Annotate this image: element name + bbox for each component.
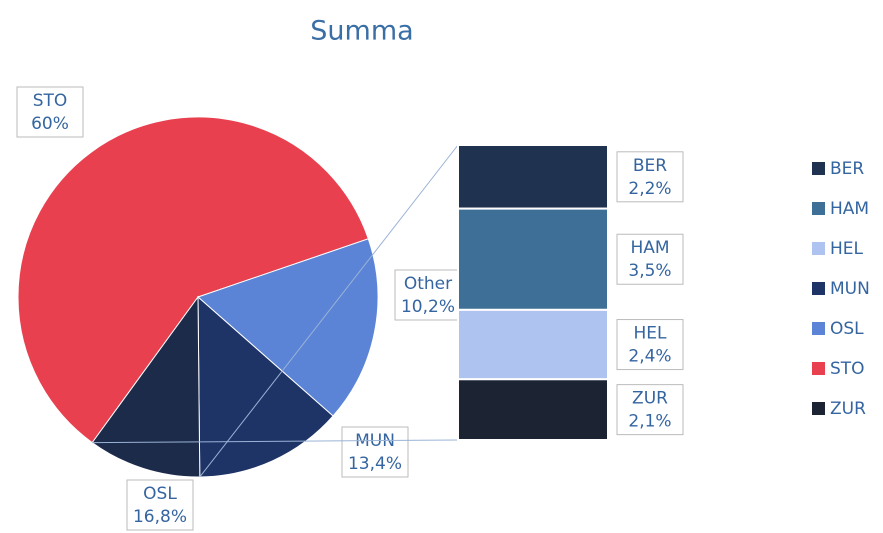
bar-label-value: 2,2% xyxy=(628,179,671,199)
slice-label: STO xyxy=(33,91,68,111)
slice-label-value: 10,2% xyxy=(401,297,455,317)
legend-marker xyxy=(812,242,825,255)
pie-slice xyxy=(91,295,201,478)
slice-label: Other xyxy=(404,274,452,294)
slice-label-value: 60% xyxy=(31,114,69,134)
slice-label-box xyxy=(126,479,194,531)
bar-label-value: 3,5% xyxy=(628,261,671,281)
bar-label: ZUR xyxy=(632,389,668,409)
legend-label: OSL xyxy=(830,319,864,339)
bar-segment xyxy=(457,144,609,210)
bar-label-box xyxy=(616,319,684,371)
legend-marker xyxy=(812,282,825,295)
slice-label-box xyxy=(16,86,84,138)
bar-segment xyxy=(457,207,609,311)
bar-segment xyxy=(457,308,609,381)
chart-title: Summa xyxy=(310,16,413,47)
bar-label-box xyxy=(616,233,684,285)
legend-label: STO xyxy=(830,359,865,379)
bar-label-value: 2,1% xyxy=(628,412,671,432)
slice-label-value: 13,4% xyxy=(348,454,402,474)
legend-label: BER xyxy=(830,159,864,179)
slice-label-box xyxy=(341,426,409,478)
legend-label: HAM xyxy=(830,199,869,219)
connector xyxy=(92,439,459,444)
bar-label-box xyxy=(616,384,684,436)
pie-slice xyxy=(17,116,369,444)
legend-label: HEL xyxy=(830,239,864,259)
slice-label-value: 16,8% xyxy=(133,507,187,527)
legend-marker xyxy=(812,402,825,415)
legend-marker xyxy=(812,322,825,335)
slice-label: OSL xyxy=(143,484,177,504)
legend-marker xyxy=(812,362,825,375)
legend-label: MUN xyxy=(830,279,870,299)
bar-label: HEL xyxy=(634,324,668,344)
legend-marker xyxy=(812,202,825,215)
bar-label: BER xyxy=(633,156,667,176)
bar-label-box xyxy=(616,151,684,203)
legend-marker xyxy=(812,162,825,175)
bar-segment xyxy=(457,378,609,442)
slice-label-box xyxy=(394,269,462,321)
legend-label: ZUR xyxy=(830,399,866,419)
bar-label: HAM xyxy=(630,238,669,258)
bar-label-value: 2,4% xyxy=(628,347,671,367)
connector xyxy=(199,144,459,478)
pie-slice xyxy=(197,295,334,478)
